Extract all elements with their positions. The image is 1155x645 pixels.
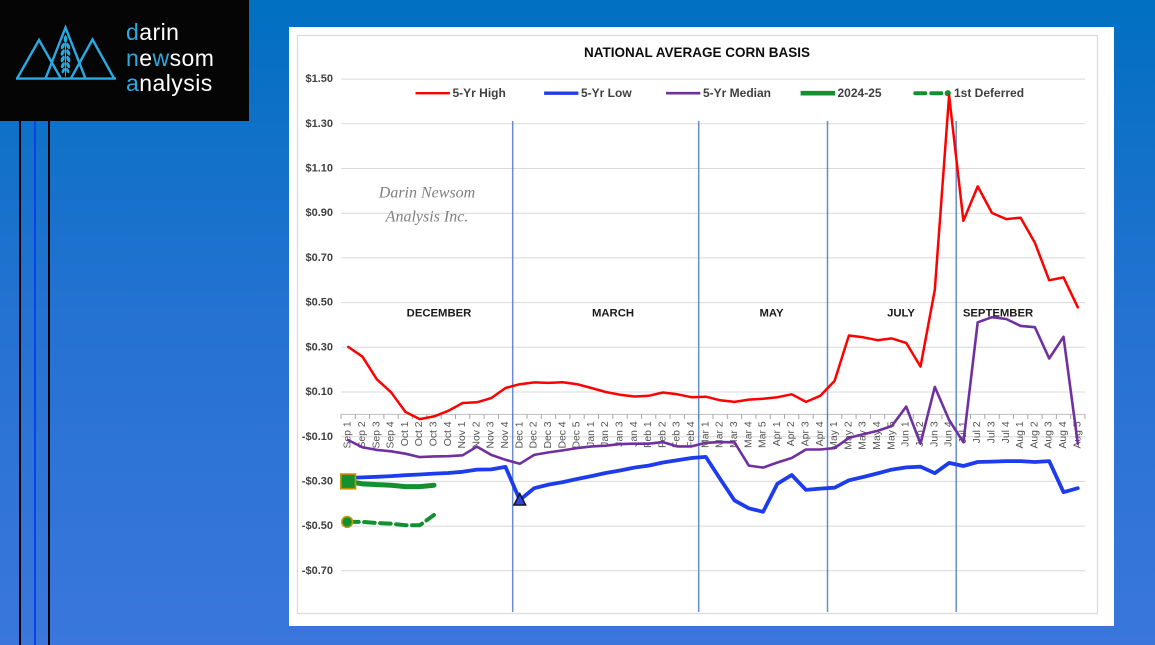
svg-text:Jul 3: Jul 3 [987,421,998,443]
svg-text:May 4: May 4 [872,421,883,450]
svg-text:Dec 1: Dec 1 [514,421,525,448]
svg-text:Dec 5: Dec 5 [572,421,583,448]
svg-text:Oct 1: Oct 1 [400,421,411,446]
svg-text:MARCH: MARCH [592,308,634,320]
svg-text:Darin Newsom: Darin Newsom [378,185,475,202]
svg-text:$0.30: $0.30 [305,341,333,353]
svg-text:Feb 3: Feb 3 [672,421,683,448]
svg-text:5-Yr High: 5-Yr High [453,86,506,100]
svg-text:Oct 4: Oct 4 [443,421,454,446]
svg-text:Mar 1: Mar 1 [700,421,711,448]
svg-text:MAY: MAY [759,308,784,320]
svg-text:Sep 4: Sep 4 [386,421,397,448]
svg-text:Feb 4: Feb 4 [686,421,697,448]
svg-text:Jun 2: Jun 2 [915,421,926,447]
svg-text:Sep 3: Sep 3 [371,421,382,448]
svg-text:Nov 2: Nov 2 [471,421,482,448]
svg-text:Sep 2: Sep 2 [357,421,368,448]
svg-text:Mar 3: Mar 3 [729,421,740,448]
svg-text:Jul 2: Jul 2 [972,421,983,443]
svg-text:Apr 1: Apr 1 [772,421,783,446]
svg-text:$1.50: $1.50 [305,73,333,85]
svg-text:Oct 2: Oct 2 [414,421,425,446]
svg-text:1st Deferred: 1st Deferred [954,86,1024,100]
svg-text:Jan 1: Jan 1 [586,421,597,447]
svg-text:Aug 2: Aug 2 [1029,421,1040,448]
svg-text:$1.30: $1.30 [305,118,333,130]
svg-text:-$0.10: -$0.10 [302,431,333,443]
svg-text:Nov 4: Nov 4 [500,421,511,448]
svg-text:Nov 1: Nov 1 [457,421,468,448]
svg-text:Aug 4: Aug 4 [1058,421,1069,448]
svg-text:Analysis Inc.: Analysis Inc. [385,209,469,226]
svg-text:JULY: JULY [887,308,915,320]
svg-text:May 5: May 5 [886,421,897,450]
svg-text:Dec 2: Dec 2 [529,421,540,448]
svg-text:5-Yr Median: 5-Yr Median [703,86,771,100]
svg-text:$0.90: $0.90 [305,207,333,219]
svg-text:Jan 3: Jan 3 [615,421,626,447]
svg-text:Dec 4: Dec 4 [557,421,568,448]
svg-text:-$0.50: -$0.50 [302,520,333,532]
svg-text:Aug 1: Aug 1 [1015,421,1026,448]
svg-text:$0.50: $0.50 [305,297,333,309]
svg-text:Mar 4: Mar 4 [743,421,754,448]
svg-text:-$0.30: -$0.30 [302,475,333,487]
svg-text:NATIONAL AVERAGE CORN BASIS: NATIONAL AVERAGE CORN BASIS [584,45,810,60]
svg-text:Jun 1: Jun 1 [901,421,912,447]
svg-text:Feb 2: Feb 2 [657,421,668,448]
svg-text:Sep 1: Sep 1 [343,421,354,448]
svg-text:$0.10: $0.10 [305,386,333,398]
svg-text:Jul 4: Jul 4 [1001,421,1012,443]
svg-text:Feb 1: Feb 1 [643,421,654,448]
svg-text:5-Yr Low: 5-Yr Low [581,86,632,100]
svg-text:Jun 3: Jun 3 [929,421,940,447]
svg-text:Mar 2: Mar 2 [715,421,726,448]
svg-text:Mar 5: Mar 5 [758,421,769,448]
svg-text:2024-25: 2024-25 [838,86,882,100]
svg-text:$0.70: $0.70 [305,252,333,264]
svg-text:Jun 4: Jun 4 [944,421,955,447]
svg-text:Jan 2: Jan 2 [600,421,611,447]
svg-text:Nov 3: Nov 3 [486,421,497,448]
svg-text:$1.10: $1.10 [305,163,333,175]
svg-text:Apr 3: Apr 3 [801,421,812,446]
svg-text:Dec 3: Dec 3 [543,421,554,448]
svg-text:Oct 3: Oct 3 [429,421,440,446]
svg-text:-$0.70: -$0.70 [302,565,333,577]
svg-text:Aug 3: Aug 3 [1044,421,1055,448]
svg-text:May 1: May 1 [829,421,840,450]
svg-text:DECEMBER: DECEMBER [407,308,472,320]
svg-text:SEPTEMBER: SEPTEMBER [963,308,1033,320]
svg-text:Jan 4: Jan 4 [629,421,640,447]
svg-text:Apr 4: Apr 4 [815,421,826,446]
svg-text:Apr 2: Apr 2 [786,421,797,446]
svg-text:May 2: May 2 [843,421,854,450]
